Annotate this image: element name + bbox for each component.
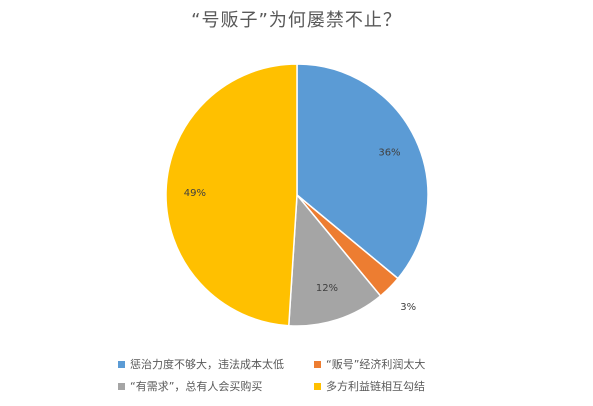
- legend: 惩治力度不够大，违法成本太低 “贩号”经济利润太大 “有需求”，总有人会买购买 …: [118, 356, 498, 394]
- legend-swatch-1: [118, 360, 125, 368]
- pie-slice-3: [287, 193, 382, 327]
- pie-slice-4: [165, 63, 298, 327]
- legend-label-3: “有需求”，总有人会买购买: [130, 380, 263, 393]
- legend-label-1: 惩治力度不够大，违法成本太低: [130, 358, 284, 371]
- chart-title: “号贩子”为何屡禁不止？: [191, 10, 402, 31]
- legend-label-2: “贩号”经济利润太大: [326, 358, 426, 371]
- legend-swatch-2: [314, 360, 321, 368]
- legend-swatch-4: [314, 382, 321, 390]
- legend-label-4: 多方利益链相互勾结: [326, 380, 425, 393]
- data-label-3: 12%: [316, 283, 338, 294]
- legend-item-4: 多方利益链相互勾结: [314, 378, 498, 394]
- legend-item-2: “贩号”经济利润太大: [314, 356, 498, 372]
- legend-swatch-3: [118, 382, 125, 390]
- legend-item-1: 惩治力度不够大，违法成本太低: [118, 356, 314, 372]
- pie-slice-1: [296, 63, 429, 280]
- data-label-4: 49%: [184, 188, 206, 199]
- legend-item-3: “有需求”，总有人会买购买: [118, 378, 314, 394]
- data-label-1: 36%: [378, 147, 400, 158]
- data-label-2: 3%: [400, 302, 416, 313]
